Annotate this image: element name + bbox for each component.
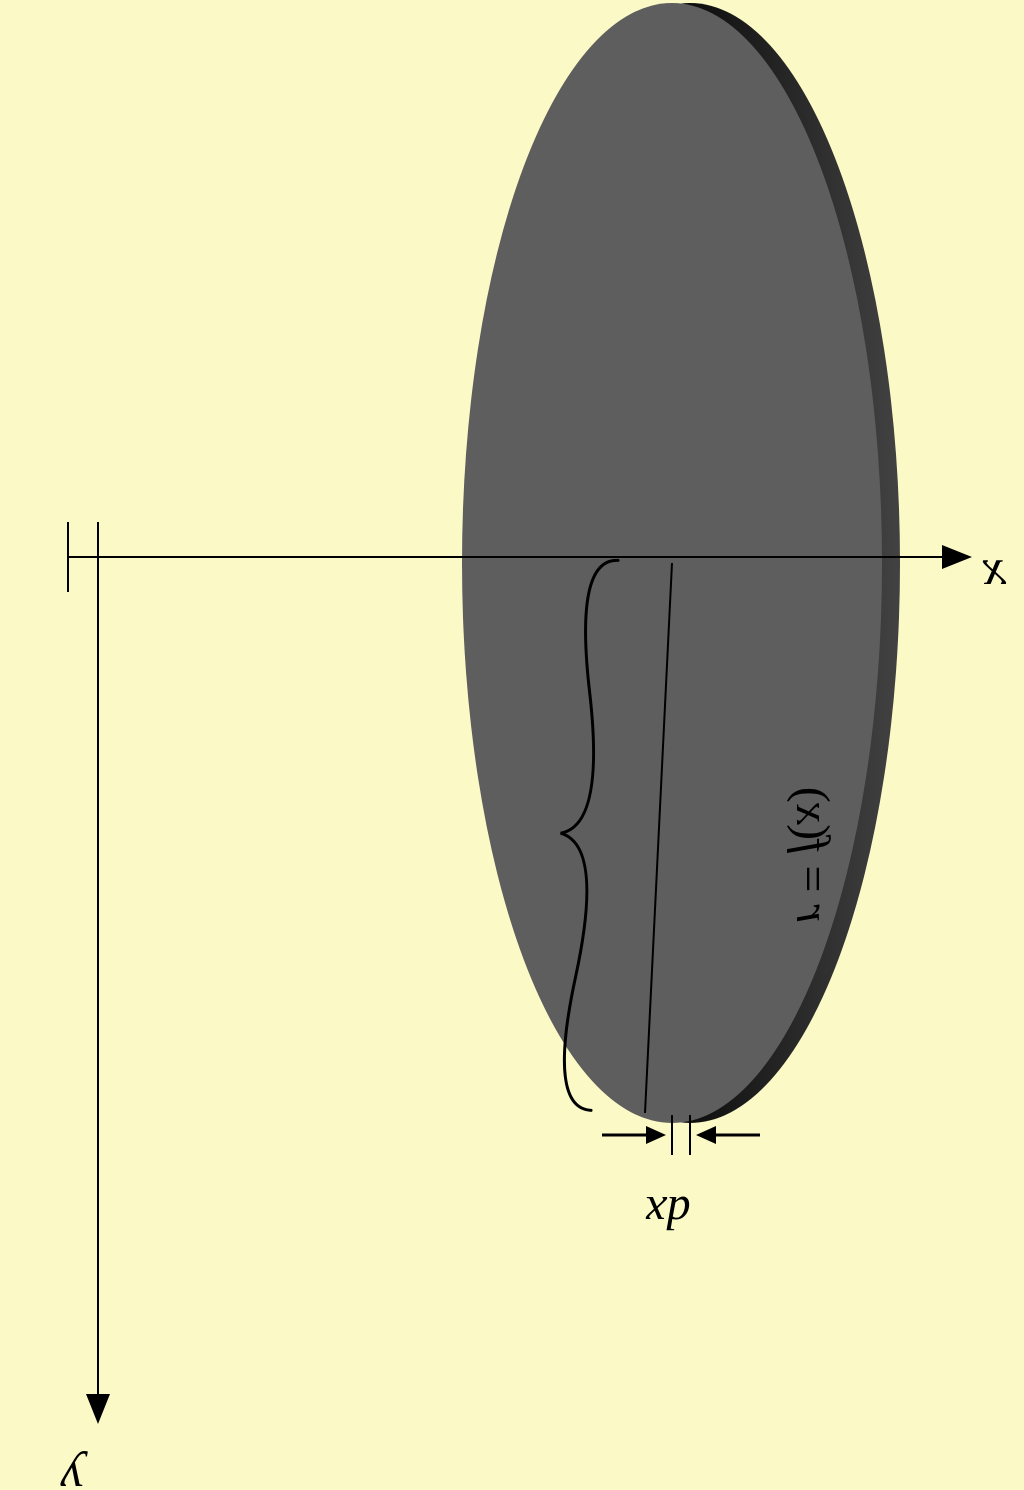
label-y: y: [60, 1450, 89, 1490]
svg-text:y: y: [60, 1450, 89, 1490]
label-x: x: [982, 539, 1006, 596]
svg-text:x: x: [982, 539, 1006, 596]
svg-text:r = f(x): r = f(x): [786, 787, 839, 923]
label-dx: dx: [645, 1186, 690, 1239]
label-r-equals-f-of-x: r = f(x): [786, 787, 839, 923]
svg-text:dx: dx: [645, 1186, 690, 1239]
